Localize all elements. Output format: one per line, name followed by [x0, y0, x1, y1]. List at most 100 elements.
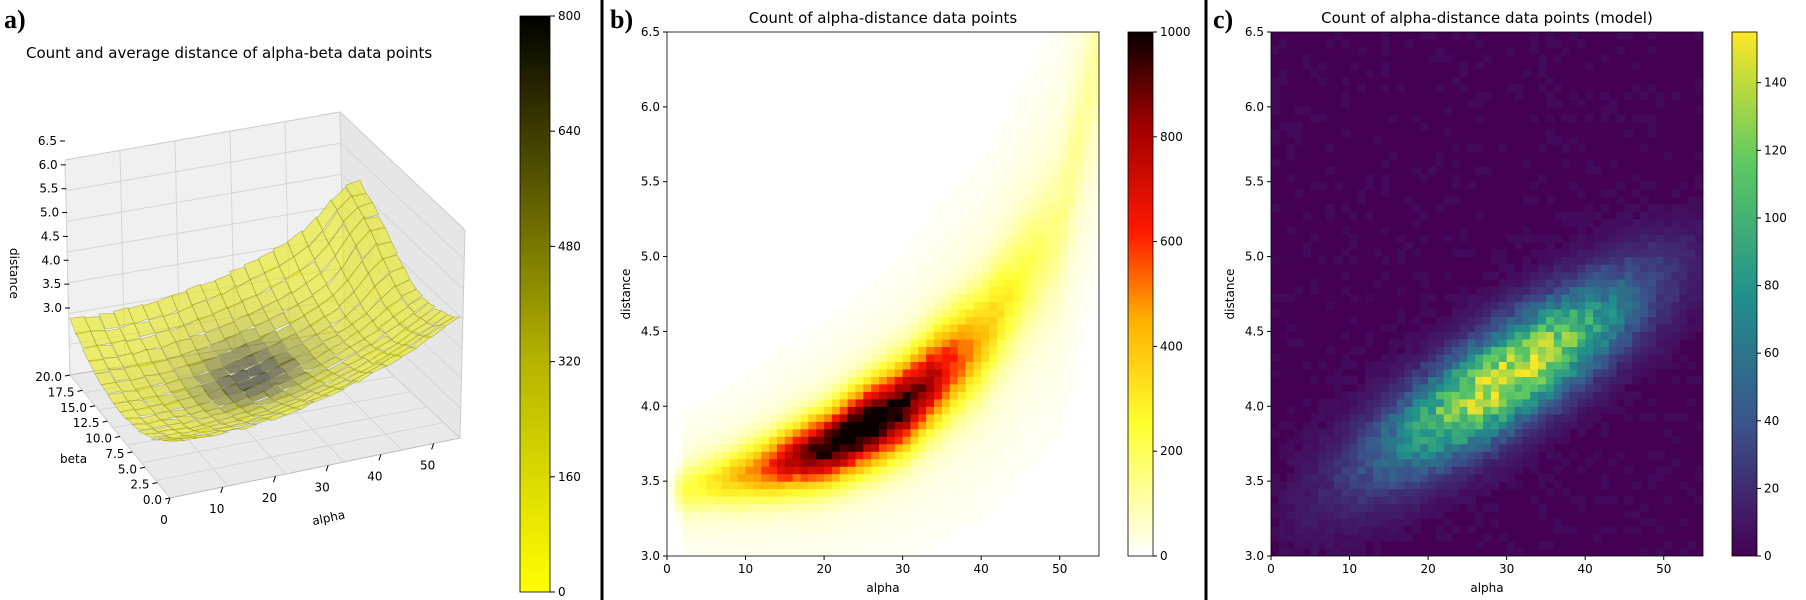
heatmap-cell [1083, 32, 1092, 41]
heatmap-cell [957, 196, 967, 205]
heatmap-cell [1083, 174, 1092, 183]
heatmap-cell [1325, 526, 1335, 535]
heatmap-cell [1530, 458, 1539, 467]
heatmap-cell [1004, 308, 1014, 318]
heatmap-cell [1530, 413, 1539, 422]
heatmap-cell [949, 286, 959, 295]
heatmap-cell [1561, 264, 1571, 273]
heatmap-cell [1083, 308, 1092, 318]
heatmap-cell [902, 301, 912, 310]
heatmap-cell [1561, 144, 1571, 153]
heatmap-cell [1640, 323, 1649, 333]
heatmap-cell [1075, 61, 1084, 71]
heatmap-cell [1012, 174, 1022, 183]
heatmap-cell [1467, 376, 1476, 385]
heatmap-cell [957, 256, 967, 265]
heatmap-cell [989, 249, 998, 258]
heatmap-cell [886, 511, 896, 520]
heatmap-cell [761, 526, 770, 535]
heatmap-cell [706, 406, 715, 415]
heatmap-cell [1435, 511, 1445, 520]
heatmap-cell [1020, 264, 1029, 273]
heatmap-cell [1490, 428, 1500, 437]
heatmap-cell [1569, 279, 1578, 288]
heatmap-cell [1067, 159, 1077, 168]
heatmap-cell [1051, 174, 1061, 183]
heatmap-cell [1420, 271, 1429, 280]
heatmap-cell [1514, 443, 1523, 452]
heatmap-cell [824, 368, 833, 377]
heatmap-cell [800, 503, 809, 512]
heatmap-cell [1608, 353, 1618, 362]
heatmap-cell [1435, 466, 1445, 475]
heatmap-cell [1679, 353, 1688, 362]
heatmap-cell [1349, 211, 1358, 220]
heatmap-cell [1561, 249, 1571, 258]
heatmap-cell [1051, 286, 1061, 295]
heatmap-cell [1341, 129, 1351, 138]
heatmap-cell [784, 496, 794, 505]
heatmap-cell [824, 458, 833, 467]
surface-patch [322, 387, 345, 397]
heatmap-cell [1640, 413, 1649, 422]
heatmap-cell [1373, 458, 1382, 467]
colorbar-tick-label: 20 [1764, 481, 1779, 495]
heatmap-cell [1451, 413, 1461, 422]
heatmap-cell [949, 338, 959, 347]
heatmap-cell [1577, 226, 1586, 235]
heatmap-cell [1420, 511, 1429, 520]
heatmap-cell [957, 286, 967, 295]
heatmap-cell [957, 279, 967, 288]
heatmap-cell [1648, 234, 1657, 243]
heatmap-cell [1325, 496, 1335, 505]
heatmap-cell [784, 473, 794, 482]
heatmap-cell [973, 279, 982, 288]
heatmap-cell [1451, 159, 1461, 168]
heatmap-cell [934, 361, 943, 370]
heatmap-cell [1067, 286, 1077, 295]
heatmap-cell [769, 406, 778, 415]
heatmap-cell [1067, 144, 1077, 153]
heatmap-cell [1530, 32, 1539, 41]
heatmap-cell [1044, 294, 1053, 303]
heatmap-cell [761, 533, 770, 542]
heatmap-cell [918, 503, 927, 512]
heatmap-cell [839, 383, 849, 392]
heatmap-cell [996, 473, 1006, 482]
heatmap-cell [1545, 331, 1555, 340]
heatmap-cell [816, 421, 825, 430]
heatmap-cell [1585, 61, 1594, 71]
heatmap-cell [1538, 294, 1547, 303]
heatmap-cell [1522, 398, 1531, 407]
heatmap-cell [1036, 451, 1045, 460]
heatmap-cell [1475, 541, 1484, 550]
heatmap-cell [1357, 481, 1366, 490]
heatmap-cell [1036, 54, 1045, 63]
heatmap-cell [1467, 316, 1476, 325]
heatmap-cell [1616, 316, 1626, 325]
heatmap-cell [1483, 368, 1492, 377]
heatmap-cell [1687, 294, 1696, 303]
heatmap-cell [1420, 211, 1429, 220]
heatmap-cell [1593, 166, 1602, 175]
heatmap-cell [1051, 428, 1061, 437]
heatmap-cell [1059, 286, 1069, 295]
heatmap-cell [1671, 323, 1681, 333]
heatmap-cell [1083, 106, 1092, 115]
heatmap-cell [1671, 189, 1681, 198]
heatmap-cell [1459, 428, 1468, 437]
heatmap-cell [1679, 323, 1688, 333]
heatmap-cell [1545, 541, 1555, 550]
heatmap-cell [1648, 249, 1657, 258]
heatmap-cell [1067, 39, 1077, 48]
heatmap-cell [1020, 166, 1029, 175]
heatmap-cell [886, 286, 896, 295]
heatmap-cell [1067, 69, 1077, 78]
heatmap-cell [1616, 451, 1626, 460]
heatmap-cell [957, 189, 967, 198]
heatmap-cell [926, 308, 935, 318]
heatmap-cell [729, 548, 739, 556]
heatmap-cell [1616, 331, 1626, 340]
heatmap-cell [910, 383, 919, 392]
heatmap-cell [1459, 391, 1468, 400]
